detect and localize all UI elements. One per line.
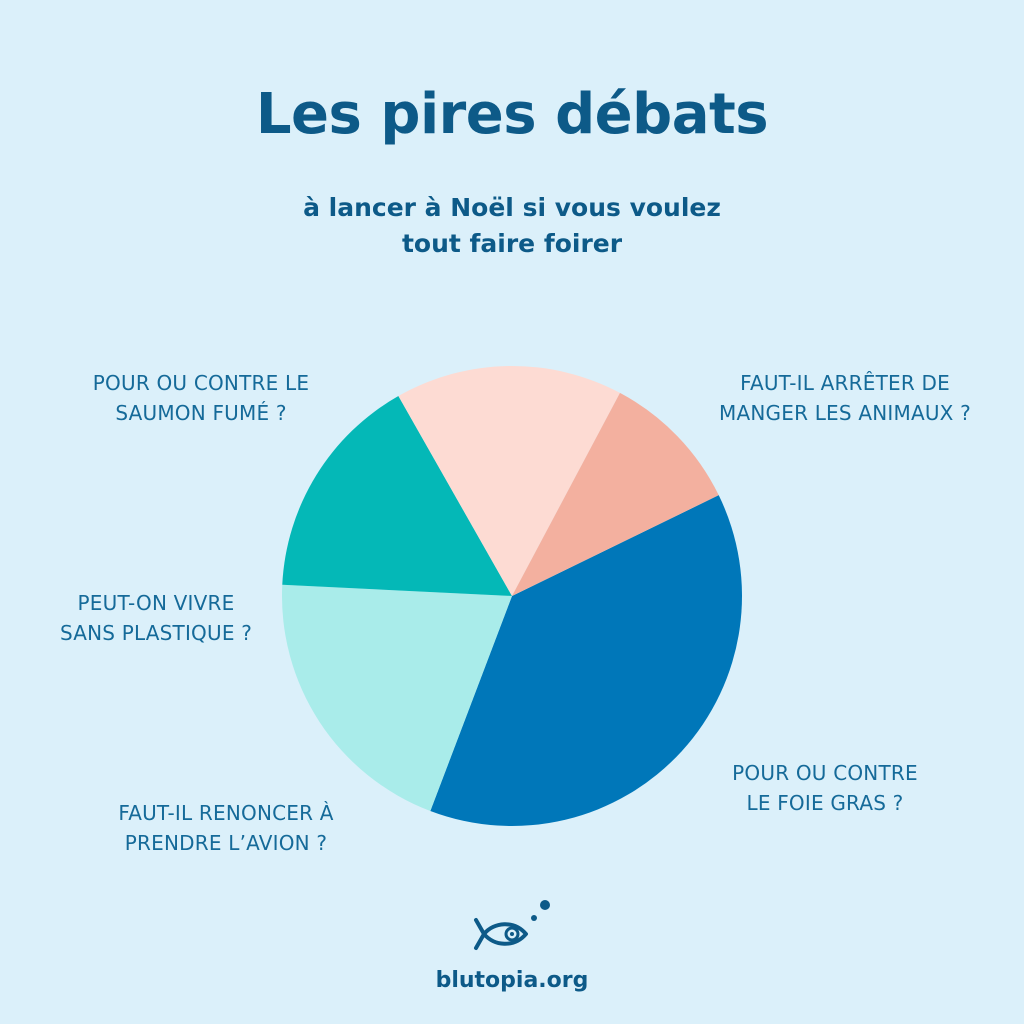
slice-label-foie-gras-line-2: LE FOIE GRAS ? [746, 791, 904, 815]
page-subtitle: à lancer à Noël si vous voulez tout fair… [0, 190, 1024, 262]
bubble-large-icon [540, 900, 550, 910]
slice-label-avion: FAUT-IL RENONCER À PRENDRE L’AVION ? [86, 798, 366, 858]
slice-foie-gras [281, 584, 512, 812]
slice-label-animaux-line-1: FAUT-IL ARRÊTER DE [740, 371, 950, 395]
slice-label-avion-line-2: PRENDRE L’AVION ? [124, 831, 328, 855]
slice-plastique [398, 365, 620, 596]
slice-label-animaux: FAUT-IL ARRÊTER DE MANGER LES ANIMAUX ? [700, 368, 990, 428]
slice-label-plastique-line-2: SANS PLASTIQUE ? [59, 621, 253, 645]
slice-label-saumon-line-1: POUR OU CONTRE LE [92, 371, 310, 395]
slice-label-plastique: PEUT-ON VIVRE SANS PLASTIQUE ? [36, 588, 276, 648]
slice-label-avion-line-1: FAUT-IL RENONCER À [118, 801, 334, 825]
slice-saumon [512, 392, 719, 596]
slice-avion [282, 396, 512, 596]
slice-label-foie-gras: POUR OU CONTRE LE FOIE GRAS ? [700, 758, 950, 818]
slice-label-animaux-line-2: MANGER LES ANIMAUX ? [719, 401, 971, 425]
fish-eye-icon [474, 900, 550, 950]
slice-label-saumon-line-2: SAUMON FUMÉ ? [115, 401, 287, 425]
subtitle-line-1: à lancer à Noël si vous voulez [303, 193, 721, 222]
slice-label-foie-gras-line-1: POUR OU CONTRE [732, 761, 918, 785]
slice-animaux [430, 495, 742, 826]
slice-label-saumon: POUR OU CONTRE LE SAUMON FUMÉ ? [56, 368, 346, 428]
footer-site-link[interactable]: blutopia.org [435, 968, 589, 993]
page-title: Les pires débats [255, 82, 769, 147]
subtitle-line-2: tout faire foirer [401, 229, 623, 258]
bubble-small-icon [531, 915, 537, 921]
fish-body-icon [474, 918, 528, 950]
fish-eye-pupil-icon [510, 932, 514, 936]
slice-label-plastique-line-1: PEUT-ON VIVRE [77, 591, 235, 615]
fish-eye-ring-icon [504, 926, 520, 942]
